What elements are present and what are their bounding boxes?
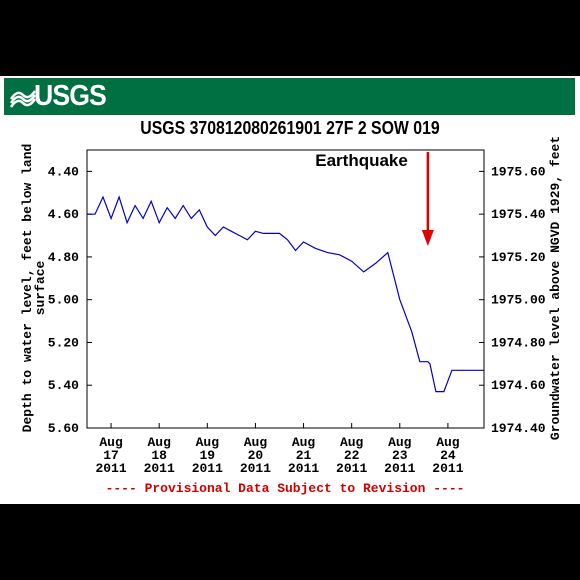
x-tick-label: 19 [199, 448, 215, 463]
chart-panel [0, 76, 580, 504]
x-tick-label: Aug [292, 435, 316, 450]
x-tick-label: Aug [99, 435, 123, 450]
x-tick-label: Aug [340, 435, 364, 450]
left-tick-label: 5.00 [48, 293, 79, 308]
left-tick-label: 5.40 [48, 378, 79, 393]
x-tick-label: 2011 [240, 461, 271, 476]
right-tick-label: 1974.40 [491, 421, 546, 436]
x-tick-label: 2011 [95, 461, 126, 476]
plot-frame [86, 149, 485, 429]
left-tick-label: 4.40 [48, 164, 79, 179]
footnote: ---- Provisional Data Subject to Revisio… [106, 481, 465, 496]
chart-title: USGS 370812080261901 27F 2 SOW 019 [140, 118, 440, 138]
right-tick-label: 1975.20 [491, 250, 546, 265]
usgs-logo-icon [9, 90, 37, 108]
left-axis-title-line1: Depth to water level, feet below land [20, 144, 35, 433]
x-tick-label: 21 [296, 448, 312, 463]
x-tick-label: 2011 [144, 461, 175, 476]
x-tick-label: Aug [196, 435, 220, 450]
x-tick-label: 2011 [384, 461, 415, 476]
x-tick-label: Aug [388, 435, 412, 450]
x-tick-label: 20 [248, 448, 264, 463]
annotation-earthquake: Earthquake [315, 151, 408, 170]
left-axis-title-line2: surface [33, 260, 48, 315]
annotation-arrow-head-icon [421, 230, 434, 246]
x-tick-label: 22 [344, 448, 360, 463]
x-tick-label: Aug [436, 435, 460, 450]
x-tick-label: 18 [151, 448, 167, 463]
left-tick-label: 4.80 [48, 250, 79, 265]
right-axis-title: Groundwater level above NGVD 1929, feet [548, 136, 563, 440]
x-tick-label: 2011 [336, 461, 367, 476]
x-tick-label: 2011 [192, 461, 223, 476]
x-tick-label: 23 [392, 448, 408, 463]
right-tick-label: 1975.00 [491, 293, 546, 308]
water-level-series-line [87, 195, 484, 393]
right-tick-label: 1975.40 [491, 207, 546, 222]
x-tick-label: 2011 [432, 461, 463, 476]
x-tick-label: 17 [103, 448, 119, 463]
left-tick-label: 5.20 [48, 335, 79, 350]
x-tick-label: 2011 [288, 461, 319, 476]
usgs-banner [4, 78, 575, 115]
left-tick-label: 4.60 [48, 207, 79, 222]
x-tick-label: Aug [244, 435, 268, 450]
x-tick-label: Aug [147, 435, 171, 450]
right-tick-label: 1974.60 [491, 378, 546, 393]
left-tick-label: 5.60 [48, 421, 79, 436]
right-tick-label: 1975.60 [491, 164, 546, 179]
right-tick-label: 1974.80 [491, 335, 546, 350]
usgs-logo-text: USGS [34, 80, 107, 112]
x-tick-label: 24 [440, 448, 456, 463]
